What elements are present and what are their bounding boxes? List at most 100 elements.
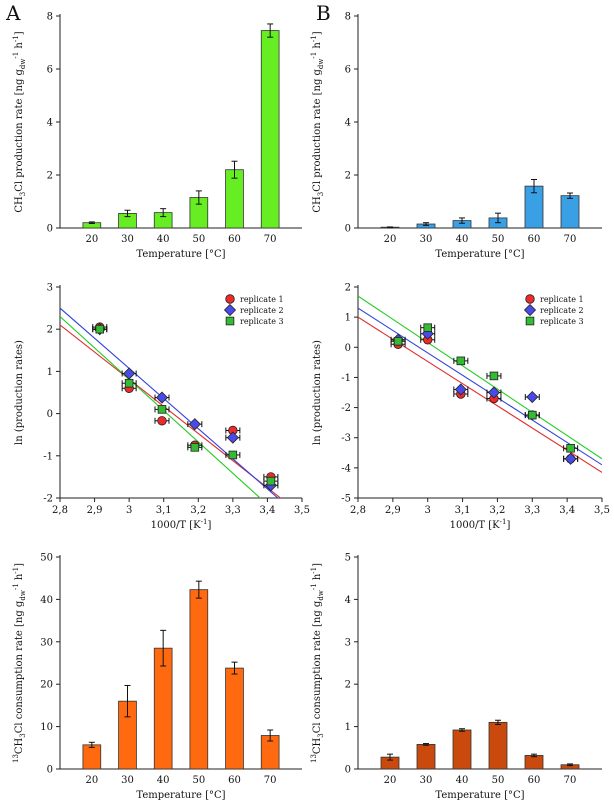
x-tick-label: 3,5 <box>594 505 610 516</box>
x-tick-label: 2,8 <box>52 505 68 516</box>
bar <box>189 589 209 770</box>
data-point <box>190 443 200 452</box>
x-tick-label: 60 <box>528 234 541 245</box>
legend-label: replicate 2 <box>540 306 584 315</box>
y-axis-label: ln (production rates) <box>312 340 323 445</box>
y-tick-label: 4 <box>345 595 351 606</box>
y-tick-label: 0 <box>47 409 53 420</box>
x-tick-label: 30 <box>121 234 134 245</box>
data-point <box>525 316 535 326</box>
chart-a-consumption-bars: 0 10 20 30 40 50 20 30 40 50 60 70 13CH3Cl consumpti… <box>12 553 302 801</box>
x-tick-label: 2,8 <box>350 505 366 516</box>
data-point <box>155 391 169 404</box>
y-tick-label: 0 <box>345 224 351 235</box>
x-tick-label: 30 <box>420 775 433 786</box>
data-point <box>393 336 403 346</box>
fit-line <box>358 307 602 466</box>
bar <box>260 30 280 229</box>
bar <box>560 195 580 229</box>
data-point <box>526 390 539 404</box>
x-tick-label: 3,4 <box>559 505 575 516</box>
y-tick-label: 4 <box>47 118 53 129</box>
x-tick-label: 2,9 <box>87 505 103 516</box>
y-tick-label: 2 <box>345 283 351 294</box>
bar <box>416 744 436 770</box>
y-tick-label: -4 <box>341 463 351 474</box>
y-tick-label: 0 <box>47 765 53 776</box>
x-tick-label: 50 <box>192 775 205 786</box>
y-tick-label: 3 <box>345 637 351 648</box>
x-tick-label: 60 <box>228 775 241 786</box>
chart-b-consumption-bars: 0 1 2 3 4 5 20 30 40 50 60 70 13CH3Cl consumption ra… <box>310 553 602 801</box>
y-tick-label: 20 <box>40 680 53 691</box>
y-tick-label: 8 <box>47 12 53 23</box>
data-point <box>456 356 466 366</box>
x-tick-label: 40 <box>157 234 170 245</box>
fit-line <box>358 295 602 460</box>
y-tick-label: 40 <box>40 595 53 606</box>
x-tick-label: 3,1 <box>156 505 172 516</box>
x-tick-label: 30 <box>121 775 134 786</box>
y-tick-label: 6 <box>345 65 351 76</box>
data-point <box>523 303 537 317</box>
y-tick-label: 5 <box>345 553 351 564</box>
data-point <box>566 443 575 453</box>
data-point <box>525 294 535 304</box>
data-point <box>95 324 105 334</box>
x-tick-label: 20 <box>85 234 98 245</box>
x-axis-label: 1000/T [K-1] <box>151 518 212 531</box>
x-tick-label: 3,4 <box>259 505 275 516</box>
data-point <box>423 323 432 332</box>
data-point <box>157 405 167 414</box>
y-tick-label: 1 <box>47 367 53 378</box>
bar <box>452 729 472 770</box>
x-axis-label: 1000/T [K-1] <box>450 518 511 531</box>
x-tick-label: 40 <box>456 775 469 786</box>
x-tick-label: 50 <box>492 234 505 245</box>
x-tick-label: 20 <box>85 775 98 786</box>
y-tick-label: 8 <box>345 12 351 23</box>
data-point <box>564 452 577 465</box>
x-axis-label: Temperature [°C] <box>136 790 225 801</box>
x-tick-label: 3,3 <box>524 505 540 516</box>
bar <box>82 744 102 770</box>
data-point <box>454 383 467 396</box>
y-tick-label: 2 <box>345 171 351 182</box>
x-axis-label: Temperature [°C] <box>136 249 225 260</box>
y-tick-label: 50 <box>40 553 53 564</box>
x-tick-label: 40 <box>456 234 469 245</box>
y-tick-label: 3 <box>47 283 53 294</box>
x-tick-label: 3,1 <box>455 505 471 516</box>
chart-b-arrhenius-scatter: -5 -4 -3 -2 -1 0 1 2 2,8 2,9 3 3,1 3,2 3,3 3,4 3,5 repli… <box>312 283 610 532</box>
chart-a-production-bars: 0 2 4 6 8 20 30 40 50 60 70 CH3Cl production rate [… <box>12 12 302 260</box>
y-tick-label: -5 <box>341 494 351 505</box>
x-tick-label: 3,2 <box>190 505 206 516</box>
y-axis-label: CH3Cl production rate [ng gdw-1 h-1] <box>310 31 325 212</box>
panel-letter-b: B <box>316 1 331 25</box>
panel-letter-a: A <box>5 1 21 25</box>
x-tick-label: 3,3 <box>225 505 241 516</box>
y-tick-label: -2 <box>43 494 53 505</box>
data-point <box>223 303 237 317</box>
chart-a-arrhenius-scatter: -2 -1 0 1 2 3 2,8 2,9 3 3,1 3,2 3,3 3,4 3,5 replicate … <box>14 283 310 532</box>
y-tick-label: 0 <box>345 343 351 354</box>
fit-line <box>60 316 261 498</box>
y-axis-label: 13CH3Cl consumption rate [ng gdw-1 h-1] <box>310 563 325 763</box>
bar <box>225 667 244 770</box>
x-tick-label: 2,9 <box>385 505 401 516</box>
y-axis-label: 13CH3Cl consumption rate [ng gdw-1 h-1] <box>12 563 27 763</box>
legend-label: replicate 3 <box>240 317 284 326</box>
data-point <box>225 294 235 304</box>
chart-b-production-bars: 0 2 4 6 8 20 30 40 50 60 70 CH3Cl production rate [… <box>310 12 602 260</box>
data-point <box>487 386 501 399</box>
x-tick-label: 60 <box>528 775 541 786</box>
data-point <box>266 476 276 486</box>
fit-line <box>60 307 279 498</box>
y-tick-label: -1 <box>341 373 351 384</box>
x-tick-label: 60 <box>228 234 241 245</box>
data-point <box>228 450 238 460</box>
y-tick-label: 6 <box>47 65 53 76</box>
y-axis-label: CH3Cl production rate [ng gdw-1 h-1] <box>12 31 27 212</box>
y-tick-label: 1 <box>345 313 351 324</box>
